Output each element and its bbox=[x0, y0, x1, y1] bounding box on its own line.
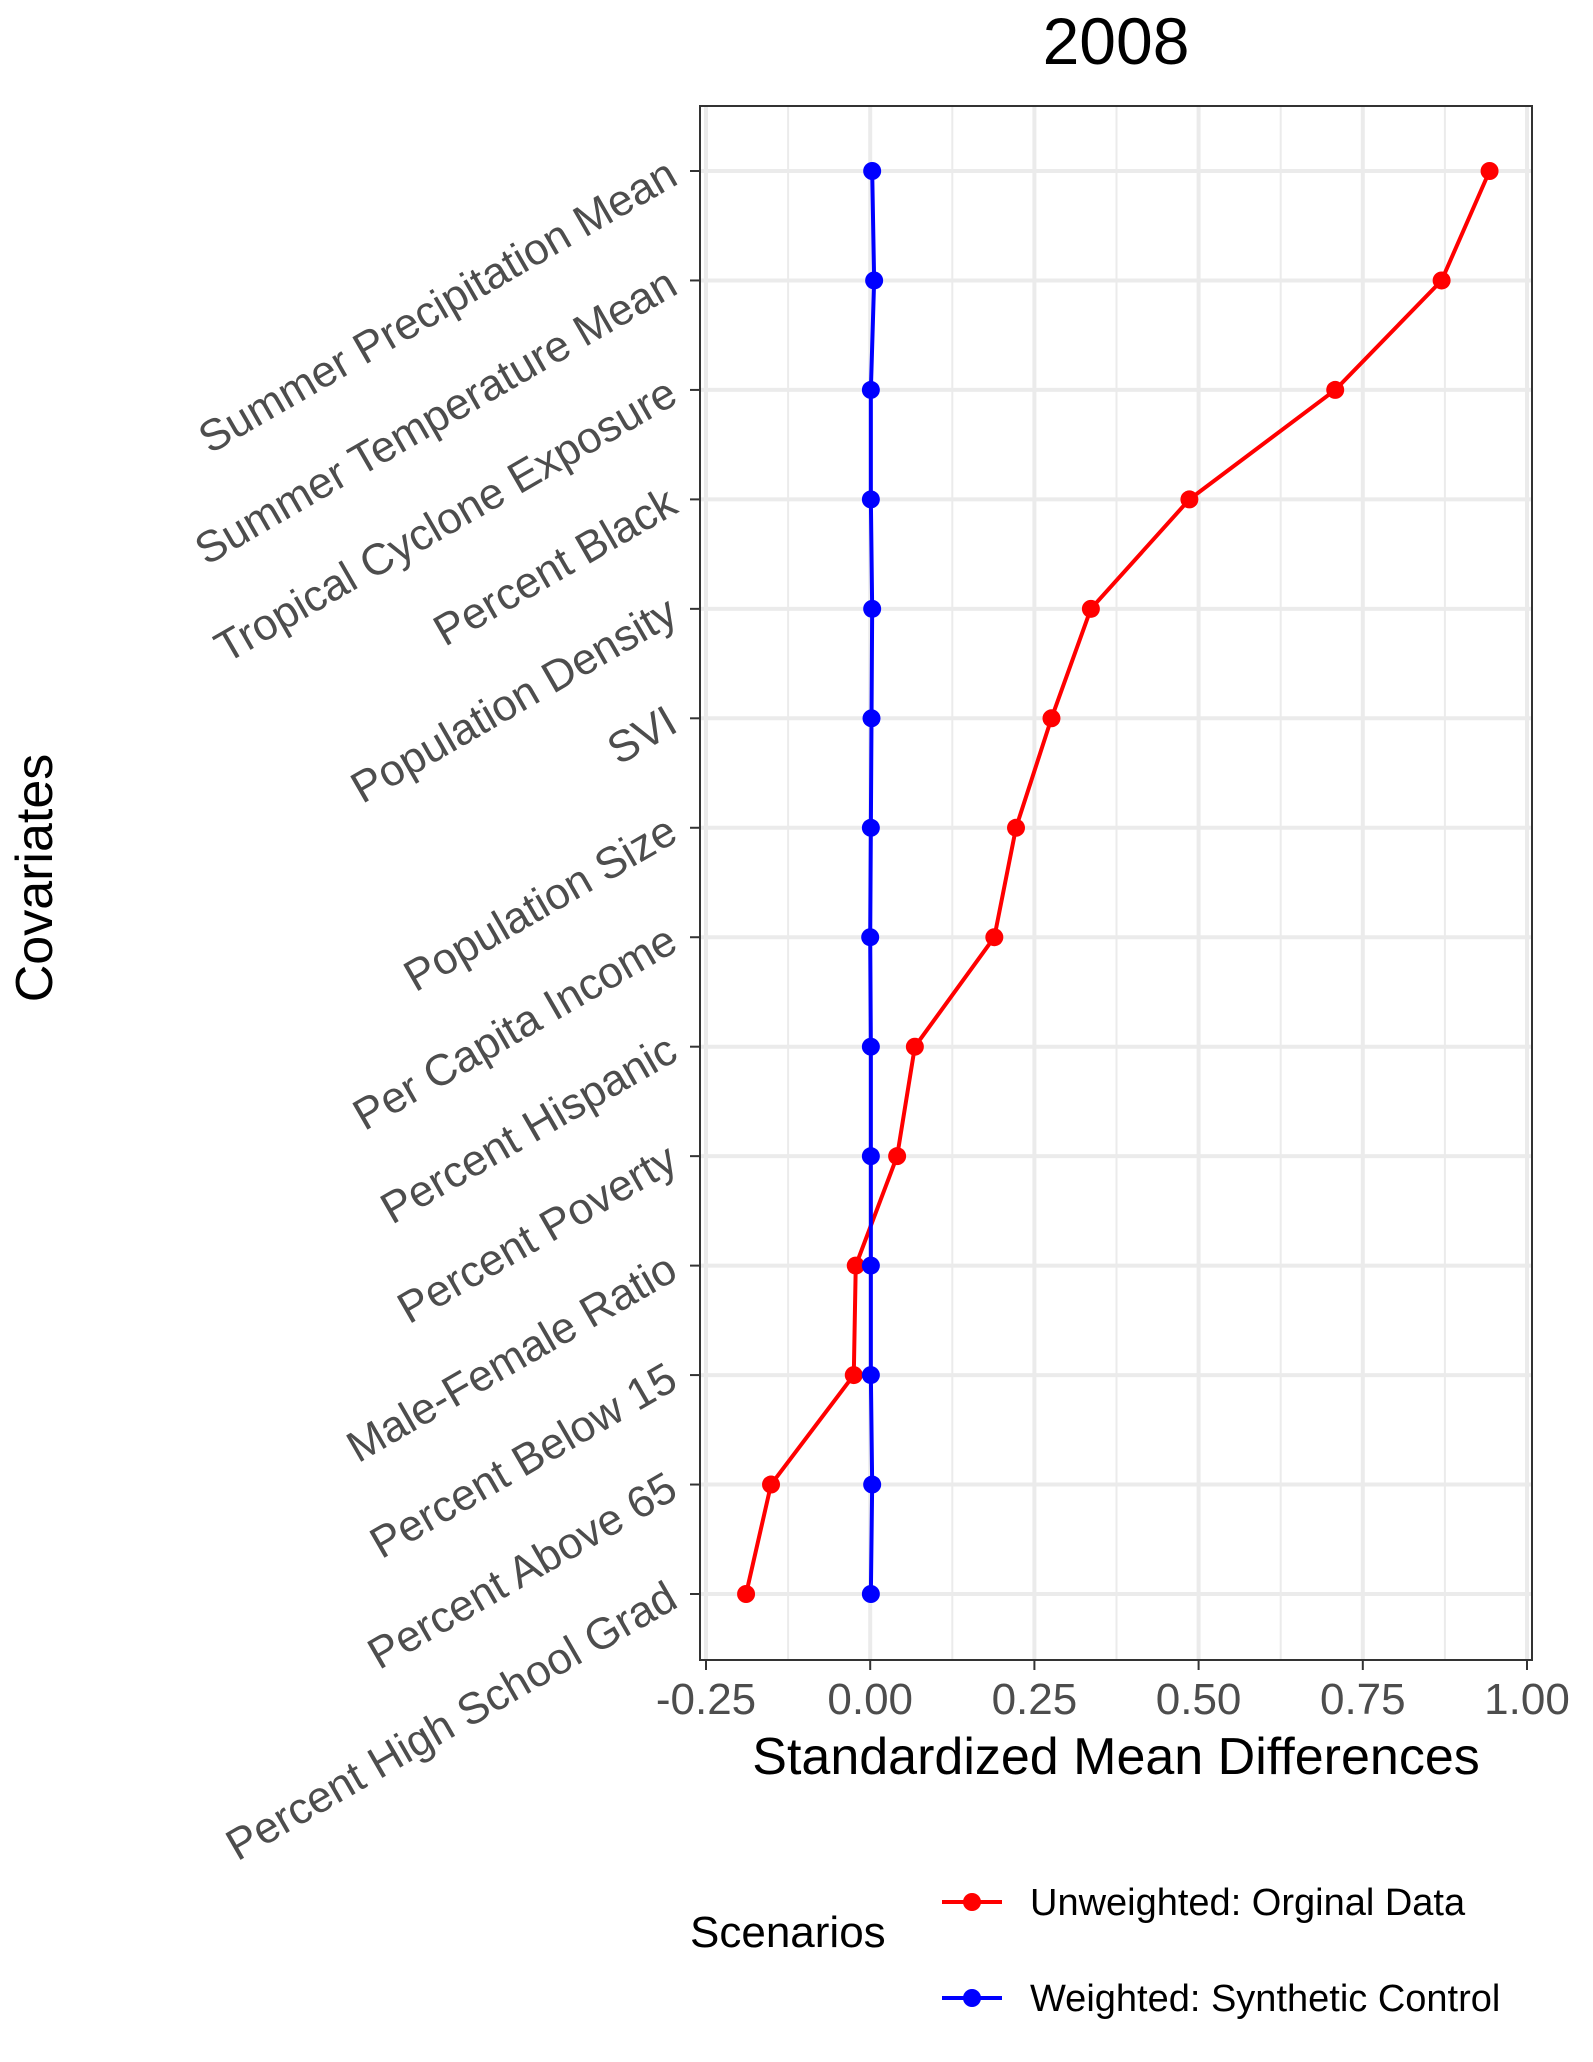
data-point bbox=[905, 1037, 924, 1056]
data-point bbox=[1326, 380, 1345, 399]
x-tick-label: 0.00 bbox=[827, 1675, 913, 1724]
legend-label: Unweighted: Orginal Data bbox=[1030, 1882, 1466, 1924]
data-point bbox=[737, 1585, 756, 1603]
legend-title: Scenarios bbox=[690, 1908, 886, 1957]
data-point bbox=[1081, 599, 1100, 618]
x-axis-title: Standardized Mean Differences bbox=[752, 1728, 1479, 1786]
x-tick-label: 0.75 bbox=[1320, 1675, 1406, 1724]
grid bbox=[700, 106, 1532, 1660]
chart-title: 2008 bbox=[1043, 4, 1190, 78]
series-layer bbox=[737, 162, 1499, 1603]
data-point bbox=[861, 490, 880, 509]
y-tick-label: Per Capita Income bbox=[345, 915, 685, 1140]
x-tick-label: 1.00 bbox=[1484, 1675, 1570, 1724]
legend: Scenarios Unweighted: Orginal Data Weight… bbox=[690, 1882, 1500, 2020]
data-point bbox=[861, 928, 880, 947]
data-point bbox=[865, 271, 884, 290]
data-point bbox=[861, 1256, 880, 1275]
data-point bbox=[985, 928, 1004, 947]
data-point bbox=[1042, 709, 1061, 728]
y-tick-label: Male-Female Ratio bbox=[339, 1244, 685, 1472]
y-tick-label: SVI bbox=[599, 697, 685, 775]
y-axis-title: Covariates bbox=[6, 754, 64, 1003]
data-point bbox=[1180, 490, 1199, 509]
x-axis: -0.25 0.00 0.25 0.50 0.75 1.00 bbox=[656, 1660, 1570, 1724]
legend-label: Weighted: Synthetic Control bbox=[1030, 1978, 1500, 2020]
legend-key-point bbox=[963, 1989, 981, 2007]
data-point bbox=[861, 1037, 880, 1056]
series-line bbox=[868, 170, 877, 1595]
data-point bbox=[861, 1147, 880, 1166]
x-tick-label: 0.25 bbox=[992, 1675, 1078, 1724]
y-tick-label: Percent Above 65 bbox=[360, 1463, 685, 1679]
data-point bbox=[1432, 271, 1451, 290]
data-point bbox=[844, 1366, 863, 1385]
data-point bbox=[863, 1475, 882, 1494]
y-tick-label: Population Density bbox=[343, 587, 685, 813]
data-point bbox=[862, 709, 881, 728]
legend-key-point bbox=[963, 1893, 981, 1911]
data-point bbox=[861, 1585, 880, 1603]
data-point bbox=[861, 1366, 880, 1385]
series-line bbox=[744, 170, 1492, 1595]
data-point bbox=[863, 599, 882, 618]
x-tick-label: 0.50 bbox=[1156, 1675, 1242, 1724]
data-point bbox=[846, 1256, 865, 1275]
data-point bbox=[1007, 818, 1026, 837]
data-point bbox=[888, 1147, 907, 1166]
data-point bbox=[861, 818, 880, 837]
y-tick-label: Percent Below 15 bbox=[362, 1353, 685, 1568]
x-tick-label: -0.25 bbox=[656, 1675, 756, 1724]
data-point bbox=[861, 380, 880, 399]
panel-border bbox=[699, 105, 1533, 1661]
data-point bbox=[762, 1475, 781, 1494]
data-point bbox=[1480, 162, 1499, 180]
data-point bbox=[863, 162, 882, 180]
